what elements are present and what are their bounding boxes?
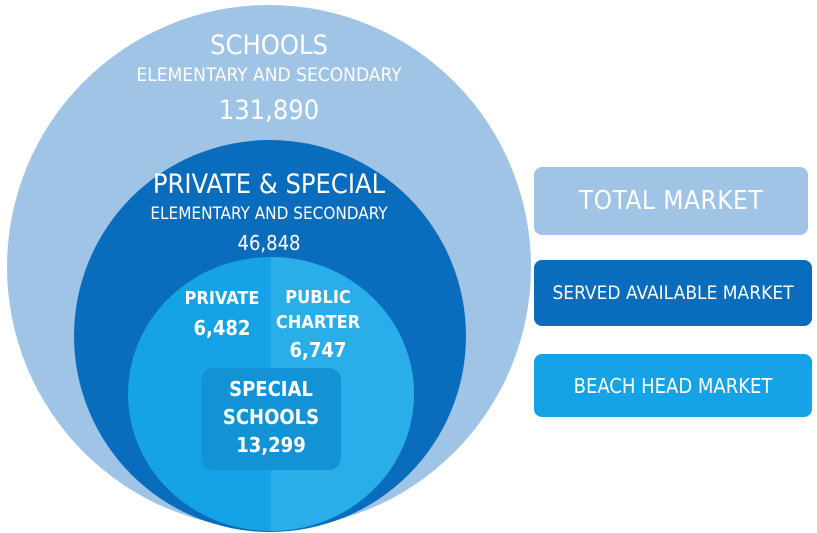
private-special-count: 46,848 [237, 231, 301, 255]
schools-count: 131,890 [218, 95, 320, 126]
private-special-subtitle: ELEMENTARY AND SECONDARY [150, 204, 388, 224]
private-count: 6,482 [193, 316, 251, 340]
beach-head-market-circle [128, 257, 414, 531]
schools-subtitle: ELEMENTARY AND SECONDARY [136, 64, 402, 86]
legend-beach-head-market: BEACH HEAD MARKET [534, 354, 812, 417]
schools-title: SCHOOLS [210, 30, 328, 61]
private-label: PRIVATE [184, 288, 260, 309]
special-schools-label-line2: SCHOOLS [222, 405, 320, 429]
public-charter-label-line2: CHARTER [275, 312, 361, 333]
special-schools-box [201, 368, 341, 470]
private-special-title: PRIVATE & SPECIAL [152, 169, 386, 200]
legend-served-available-market: SERVED AVAILABLE MARKET [534, 260, 812, 326]
special-schools-label-line1: SPECIAL [229, 377, 313, 401]
legend-total-market: TOTAL MARKET [534, 167, 808, 235]
public-charter-label-line1: PUBLIC [285, 287, 351, 308]
special-schools-count: 13,299 [236, 433, 306, 457]
public-charter-count: 6,747 [289, 338, 347, 362]
